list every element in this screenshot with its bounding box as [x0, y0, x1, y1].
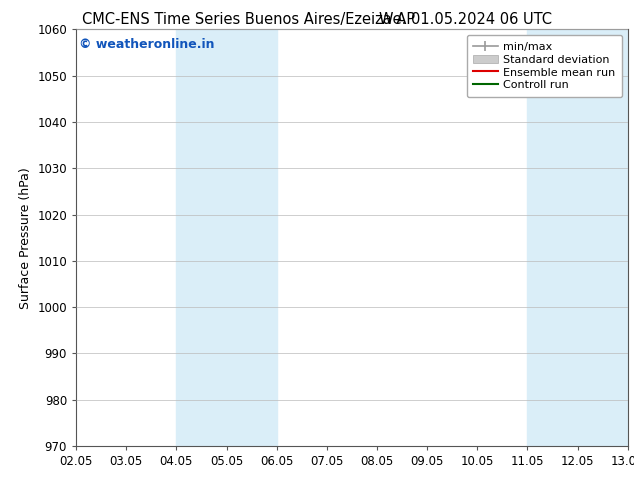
Bar: [176, 29, 276, 446]
Bar: [527, 29, 628, 446]
Text: © weatheronline.in: © weatheronline.in: [79, 38, 214, 51]
Legend: min/max, Standard deviation, Ensemble mean run, Controll run: min/max, Standard deviation, Ensemble me…: [467, 35, 622, 97]
Text: We. 01.05.2024 06 UTC: We. 01.05.2024 06 UTC: [378, 12, 552, 27]
Text: CMC-ENS Time Series Buenos Aires/Ezeiza AP: CMC-ENS Time Series Buenos Aires/Ezeiza …: [82, 12, 415, 27]
Y-axis label: Surface Pressure (hPa): Surface Pressure (hPa): [19, 167, 32, 309]
